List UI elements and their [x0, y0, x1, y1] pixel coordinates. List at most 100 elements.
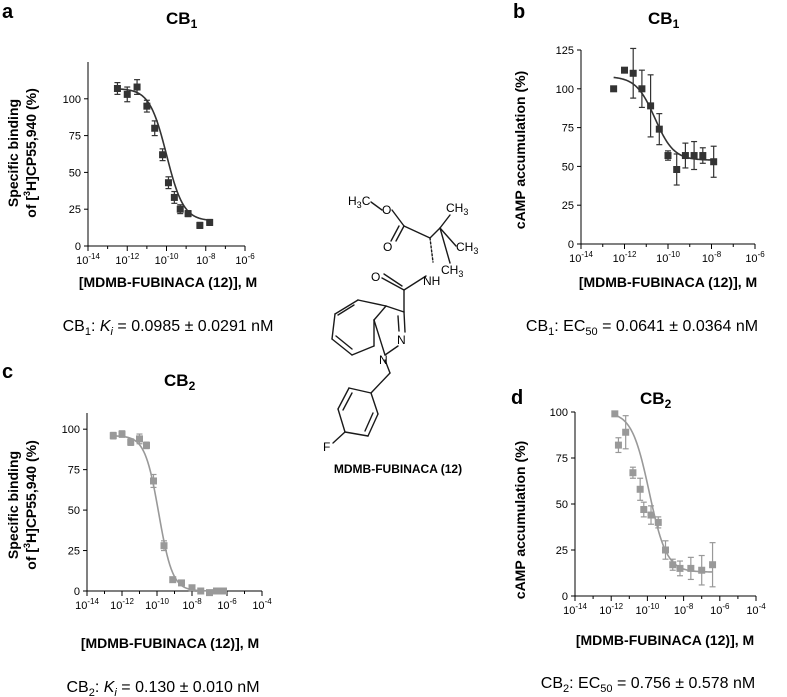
panel-c-plot: 0 25 50 75 100 10-14 10-12 10-10 10-8 10-6 10-4: [62, 413, 272, 612]
data-point: [676, 564, 684, 572]
data-point: [213, 587, 220, 595]
x-tick-label: 10-8: [674, 602, 694, 617]
atom-o-amide: O: [371, 270, 380, 284]
y-tick-label: 75: [562, 123, 574, 135]
panel-a-plot: 0 25 50 75 100 10-14 10-12 10-10 10-8 10-6: [63, 62, 255, 267]
panel-a-caption: CB1: Ki = 0.0985 ± 0.0291 nM: [63, 318, 274, 338]
panel-a-ylabel-line2: of [3H]CP55,940 (%): [22, 88, 39, 217]
data-point: [611, 410, 619, 418]
panel-b-plot: 0 25 50 75 100 125 10-14 10-12 10-10 10-8 10-6: [556, 45, 766, 265]
data-point: [687, 564, 695, 572]
data-point: [127, 438, 135, 446]
panel-d-label: d: [511, 387, 523, 409]
data-point: [647, 511, 655, 519]
atom-h3c: H3C: [348, 194, 371, 210]
fit-curve: [613, 76, 714, 161]
panel-c-ylabel-line2: of [3H]CP55,940 (%): [22, 440, 39, 569]
y-tick-label: 100: [63, 94, 81, 106]
data-point: [160, 542, 168, 550]
y-tick-label: 25: [69, 204, 81, 216]
panel-b: b CB1 cAMP accumulation (%) [MDMB-FUBINA…: [512, 1, 765, 338]
data-point: [669, 561, 677, 569]
data-point: [113, 84, 121, 92]
x-tick-label: 10-10: [635, 602, 659, 617]
x-tick-label: 10-14: [563, 602, 587, 617]
x-tick-label: 10-8: [702, 250, 722, 265]
data-point: [614, 441, 622, 449]
panel-d-title: CB2: [640, 389, 672, 411]
data-point: [159, 151, 167, 159]
y-tick-label: 0: [74, 586, 80, 598]
data-point: [610, 85, 618, 93]
y-tick-label: 75: [69, 131, 81, 143]
panel-b-ylabel: cAMP accumulation (%): [512, 71, 528, 229]
atom-ch3-bottom: CH3: [441, 263, 463, 279]
panel-c-title: CB2: [164, 371, 196, 393]
y-tick-label: 100: [556, 84, 574, 96]
x-tick-label: 10-12: [613, 250, 637, 265]
panel-a-xlabel: [MDMB-FUBINACA (12)], M: [79, 274, 257, 290]
data-point: [123, 90, 131, 98]
data-point: [621, 66, 628, 74]
data-point: [664, 152, 672, 160]
data-point: [169, 576, 177, 584]
data-point: [220, 587, 227, 595]
atom-f: F: [323, 440, 330, 454]
atom-n1: N: [379, 353, 388, 367]
panel-a: a CB1 Specific binding of [3H]CP55,940 (…: [2, 1, 273, 338]
panel-b-label: b: [513, 1, 525, 23]
panel-a-ylabel-line1: Specific binding: [5, 99, 21, 207]
data-point: [638, 85, 646, 93]
y-tick-label: 0: [562, 591, 568, 603]
y-tick-label: 75: [68, 465, 80, 477]
molecule-labels: H3C O O CH3 CH3 CH3 NH O N N F MDMB-FUBI…: [323, 194, 478, 476]
data-point: [622, 428, 630, 436]
data-point: [184, 210, 192, 218]
panel-d-plot: 0 25 50 75 100 10-14 10-12 10-10 10-8 10-6 10-4: [550, 407, 767, 617]
x-tick-label: 10-10: [145, 597, 169, 612]
data-point: [655, 125, 663, 133]
molecule-name: MDMB-FUBINACA (12): [334, 462, 462, 476]
data-point: [136, 435, 143, 443]
data-point: [673, 166, 681, 174]
y-tick-label: 0: [568, 239, 574, 251]
data-point: [178, 579, 185, 587]
data-point: [710, 158, 718, 166]
data-point: [133, 83, 141, 91]
atom-o-carbonyl: O: [383, 240, 392, 254]
data-point: [109, 432, 117, 440]
panel-c-label: c: [2, 361, 13, 383]
x-tick-label: 10-12: [110, 597, 134, 612]
panel-b-title: CB1: [648, 9, 680, 31]
data-point: [143, 441, 150, 449]
x-tick-label: 10-14: [75, 597, 99, 612]
panel-a-title: CB1: [166, 9, 198, 31]
panel-c: c CB2 Specific binding of [3H]CP55,940 (…: [2, 361, 272, 697]
data-point: [118, 430, 126, 438]
x-tick-label: 10-12: [115, 252, 139, 267]
x-tick-label: 10-4: [252, 597, 272, 612]
x-tick-label: 10-6: [235, 252, 255, 267]
x-tick-label: 10-8: [182, 597, 202, 612]
data-point: [196, 221, 204, 229]
data-point: [176, 205, 184, 213]
y-tick-label: 25: [556, 545, 568, 557]
panel-b-xlabel: [MDMB-FUBINACA (12)], M: [579, 274, 757, 290]
panel-d-caption: CB2: EC50 = 0.756 ± 0.578 nM: [541, 675, 755, 695]
data-point: [698, 566, 706, 574]
molecule-structure: [331, 201, 457, 444]
fit-curve: [113, 435, 224, 592]
x-tick-label: 10-6: [217, 597, 237, 612]
data-point: [206, 218, 214, 226]
y-tick-label: 100: [550, 407, 568, 419]
data-point: [636, 485, 644, 493]
y-tick-label: 100: [62, 424, 80, 436]
data-point: [681, 152, 689, 160]
data-point: [662, 546, 669, 554]
data-point: [629, 69, 637, 77]
data-point: [640, 506, 648, 514]
data-point: [647, 102, 655, 110]
data-point: [654, 518, 662, 526]
data-point: [690, 152, 698, 160]
x-tick-label: 10-6: [745, 250, 765, 265]
